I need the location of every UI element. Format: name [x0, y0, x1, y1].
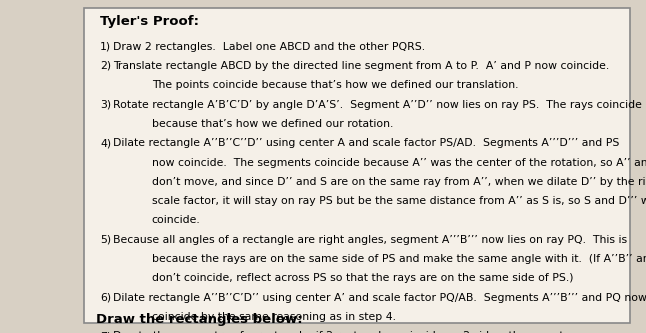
Text: The points coincide because that’s how we defined our translation.: The points coincide because that’s how w…	[152, 80, 518, 90]
Text: 6): 6)	[100, 293, 111, 303]
Text: because that’s how we defined our rotation.: because that’s how we defined our rotati…	[152, 119, 393, 129]
Text: 5): 5)	[100, 235, 111, 245]
Text: 2): 2)	[100, 61, 111, 71]
Text: 4): 4)	[100, 138, 111, 148]
Text: because the rays are on the same side of PS and make the same angle with it.  (I: because the rays are on the same side of…	[152, 254, 646, 264]
Text: Due to the symmetry of a rectangle, if 2 rectangles coincide on 2 sides, they mu: Due to the symmetry of a rectangle, if 2…	[113, 331, 564, 333]
Text: coincide.: coincide.	[152, 215, 200, 225]
Text: Draw 2 rectangles.  Label one ABCD and the other PQRS.: Draw 2 rectangles. Label one ABCD and th…	[113, 42, 425, 52]
FancyBboxPatch shape	[84, 8, 630, 323]
Text: Dilate rectangle A’’B’’C’D’’ using center A’ and scale factor PQ/AB.  Segments A: Dilate rectangle A’’B’’C’D’’ using cente…	[113, 293, 646, 303]
Text: coincide by the same reasoning as in step 4.: coincide by the same reasoning as in ste…	[152, 312, 396, 322]
Text: 1): 1)	[100, 42, 111, 52]
Text: scale factor, it will stay on ray PS but be the same distance from A’’ as S is, : scale factor, it will stay on ray PS but…	[152, 196, 646, 206]
Text: 3): 3)	[100, 100, 111, 110]
Text: Because all angles of a rectangle are right angles, segment A’’’B’’’ now lies on: Because all angles of a rectangle are ri…	[113, 235, 627, 245]
Text: Translate rectangle ABCD by the directed line segment from A to P.  A’ and P now: Translate rectangle ABCD by the directed…	[113, 61, 609, 71]
Text: Rotate rectangle A’B’C’D’ by angle D’A’S’.  Segment A’’D’’ now lies on ray PS.  : Rotate rectangle A’B’C’D’ by angle D’A’S…	[113, 100, 642, 110]
Text: don’t coincide, reflect across PS so that the rays are on the same side of PS.): don’t coincide, reflect across PS so tha…	[152, 273, 573, 283]
Text: Tyler's Proof:: Tyler's Proof:	[100, 15, 199, 28]
Text: Draw the rectangles below:: Draw the rectangles below:	[96, 313, 302, 326]
Text: 7): 7)	[100, 331, 111, 333]
Text: now coincide.  The segments coincide because A’’ was the center of the rotation,: now coincide. The segments coincide beca…	[152, 158, 646, 167]
Text: Dilate rectangle A’’B’’C’’D’’ using center A and scale factor PS/AD.  Segments A: Dilate rectangle A’’B’’C’’D’’ using cent…	[113, 138, 620, 148]
Text: don’t move, and since D’’ and S are on the same ray from A’’, when we dilate D’’: don’t move, and since D’’ and S are on t…	[152, 177, 646, 187]
